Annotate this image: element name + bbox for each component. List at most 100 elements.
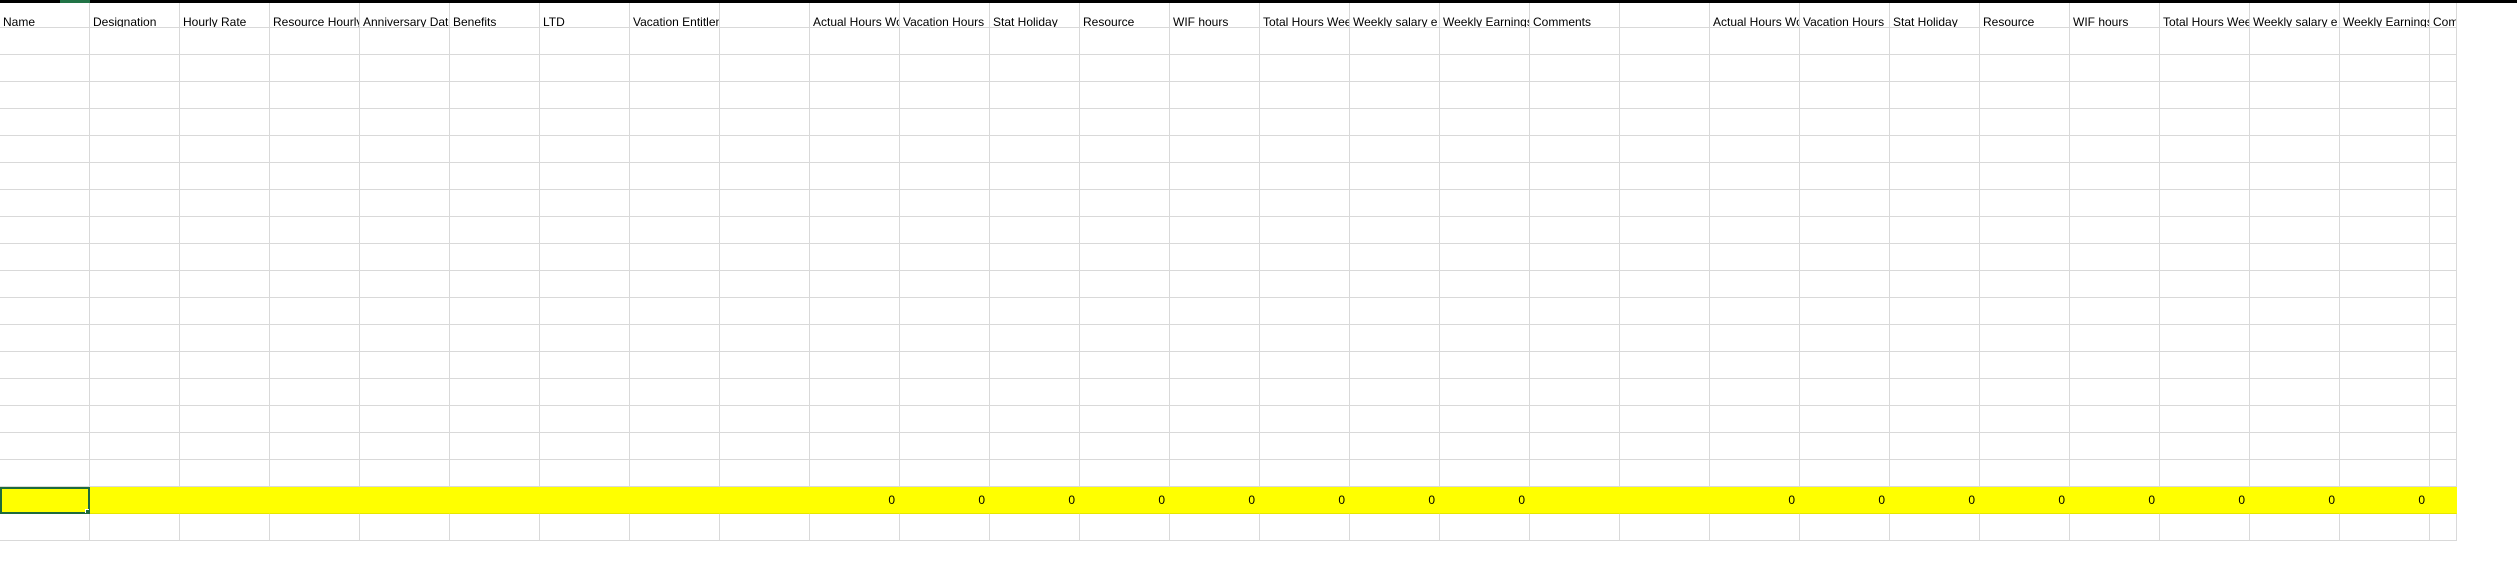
grid-cell[interactable]: [2250, 352, 2340, 379]
grid-cell[interactable]: [1890, 244, 1980, 271]
grid-cell[interactable]: [2430, 109, 2457, 136]
grid-cell[interactable]: [0, 244, 90, 271]
grid-cell[interactable]: [270, 217, 360, 244]
grid-cell[interactable]: [2250, 109, 2340, 136]
grid-cell[interactable]: [360, 406, 450, 433]
grid-cell[interactable]: [1980, 244, 2070, 271]
grid-cell[interactable]: [1800, 514, 1890, 541]
grid-cell[interactable]: [1440, 82, 1530, 109]
grid-cell[interactable]: [1980, 352, 2070, 379]
grid-cell[interactable]: [1260, 325, 1350, 352]
grid-cell[interactable]: [990, 163, 1080, 190]
grid-cell[interactable]: [630, 325, 720, 352]
total-cell[interactable]: 0: [2340, 487, 2430, 514]
grid-cell[interactable]: [1710, 514, 1800, 541]
total-cell[interactable]: [1620, 487, 1710, 514]
grid-cell[interactable]: [1350, 460, 1440, 487]
grid-cell[interactable]: [720, 298, 810, 325]
grid-cell[interactable]: [2160, 406, 2250, 433]
grid-cell[interactable]: [900, 406, 990, 433]
grid-cell[interactable]: [1890, 109, 1980, 136]
grid-cell[interactable]: [1170, 460, 1260, 487]
grid-cell[interactable]: [1260, 271, 1350, 298]
grid-cell[interactable]: [180, 190, 270, 217]
grid-cell[interactable]: [540, 379, 630, 406]
grid-cell[interactable]: [0, 163, 90, 190]
grid-cell[interactable]: [1350, 514, 1440, 541]
grid-cell[interactable]: [1530, 136, 1620, 163]
grid-cell[interactable]: [1260, 55, 1350, 82]
grid-cell[interactable]: [810, 460, 900, 487]
grid-cell[interactable]: [720, 352, 810, 379]
grid-cell[interactable]: [2070, 460, 2160, 487]
spreadsheet-grid[interactable]: Name Designation Hourly Rate Resource Hourl…: [0, 3, 2517, 541]
header-cell[interactable]: Designation: [90, 3, 180, 28]
grid-cell[interactable]: [720, 460, 810, 487]
grid-cell[interactable]: [1980, 379, 2070, 406]
grid-cell[interactable]: [2340, 514, 2430, 541]
grid-cell[interactable]: [270, 379, 360, 406]
grid-cell[interactable]: [1260, 298, 1350, 325]
header-cell[interactable]: LTD: [540, 3, 630, 28]
grid-cell[interactable]: [1710, 55, 1800, 82]
grid-cell[interactable]: [0, 460, 90, 487]
grid-cell[interactable]: [630, 433, 720, 460]
grid-cell[interactable]: [1530, 433, 1620, 460]
grid-cell[interactable]: [1980, 136, 2070, 163]
grid-cell[interactable]: [630, 298, 720, 325]
grid-cell[interactable]: [1980, 271, 2070, 298]
header-cell[interactable]: Resource: [1980, 3, 2070, 28]
grid-cell[interactable]: [1170, 514, 1260, 541]
grid-cell[interactable]: [2250, 217, 2340, 244]
grid-cell[interactable]: [1350, 298, 1440, 325]
grid-cell[interactable]: [1440, 433, 1530, 460]
grid-cell[interactable]: [540, 55, 630, 82]
grid-cell[interactable]: [2070, 28, 2160, 55]
grid-cell[interactable]: [1800, 217, 1890, 244]
grid-cell[interactable]: [2160, 109, 2250, 136]
grid-cell[interactable]: [1620, 271, 1710, 298]
grid-cell[interactable]: [990, 325, 1080, 352]
grid-cell[interactable]: [1620, 109, 1710, 136]
grid-cell[interactable]: [1350, 55, 1440, 82]
grid-cell[interactable]: [1170, 55, 1260, 82]
grid-cell[interactable]: [900, 379, 990, 406]
grid-cell[interactable]: [630, 28, 720, 55]
grid-cell[interactable]: [810, 379, 900, 406]
total-cell[interactable]: 0: [2160, 487, 2250, 514]
grid-cell[interactable]: [540, 163, 630, 190]
grid-cell[interactable]: [990, 244, 1080, 271]
header-cell[interactable]: Comments: [2430, 3, 2457, 28]
grid-cell[interactable]: [450, 109, 540, 136]
grid-cell[interactable]: [810, 325, 900, 352]
grid-cell[interactable]: [1170, 379, 1260, 406]
grid-cell[interactable]: [2430, 82, 2457, 109]
grid-cell[interactable]: [1710, 109, 1800, 136]
grid-cell[interactable]: [90, 514, 180, 541]
grid-cell[interactable]: [1530, 190, 1620, 217]
grid-cell[interactable]: [1980, 28, 2070, 55]
grid-cell[interactable]: [450, 28, 540, 55]
grid-cell[interactable]: [630, 82, 720, 109]
grid-cell[interactable]: [2250, 28, 2340, 55]
grid-cell[interactable]: [1260, 379, 1350, 406]
grid-cell[interactable]: [90, 109, 180, 136]
grid-cell[interactable]: [1260, 109, 1350, 136]
grid-cell[interactable]: [450, 298, 540, 325]
grid-cell[interactable]: [2430, 190, 2457, 217]
grid-cell[interactable]: [1260, 217, 1350, 244]
grid-cell[interactable]: [630, 406, 720, 433]
grid-cell[interactable]: [2340, 109, 2430, 136]
grid-cell[interactable]: [180, 82, 270, 109]
total-cell[interactable]: 0: [1080, 487, 1170, 514]
grid-cell[interactable]: [270, 244, 360, 271]
grid-cell[interactable]: [450, 163, 540, 190]
grid-cell[interactable]: [180, 325, 270, 352]
grid-cell[interactable]: [1530, 109, 1620, 136]
grid-cell[interactable]: [900, 514, 990, 541]
grid-cell[interactable]: [360, 352, 450, 379]
grid-cell[interactable]: [1080, 379, 1170, 406]
grid-cell[interactable]: [90, 298, 180, 325]
grid-cell[interactable]: [2070, 163, 2160, 190]
header-cell[interactable]: [1620, 3, 1710, 28]
